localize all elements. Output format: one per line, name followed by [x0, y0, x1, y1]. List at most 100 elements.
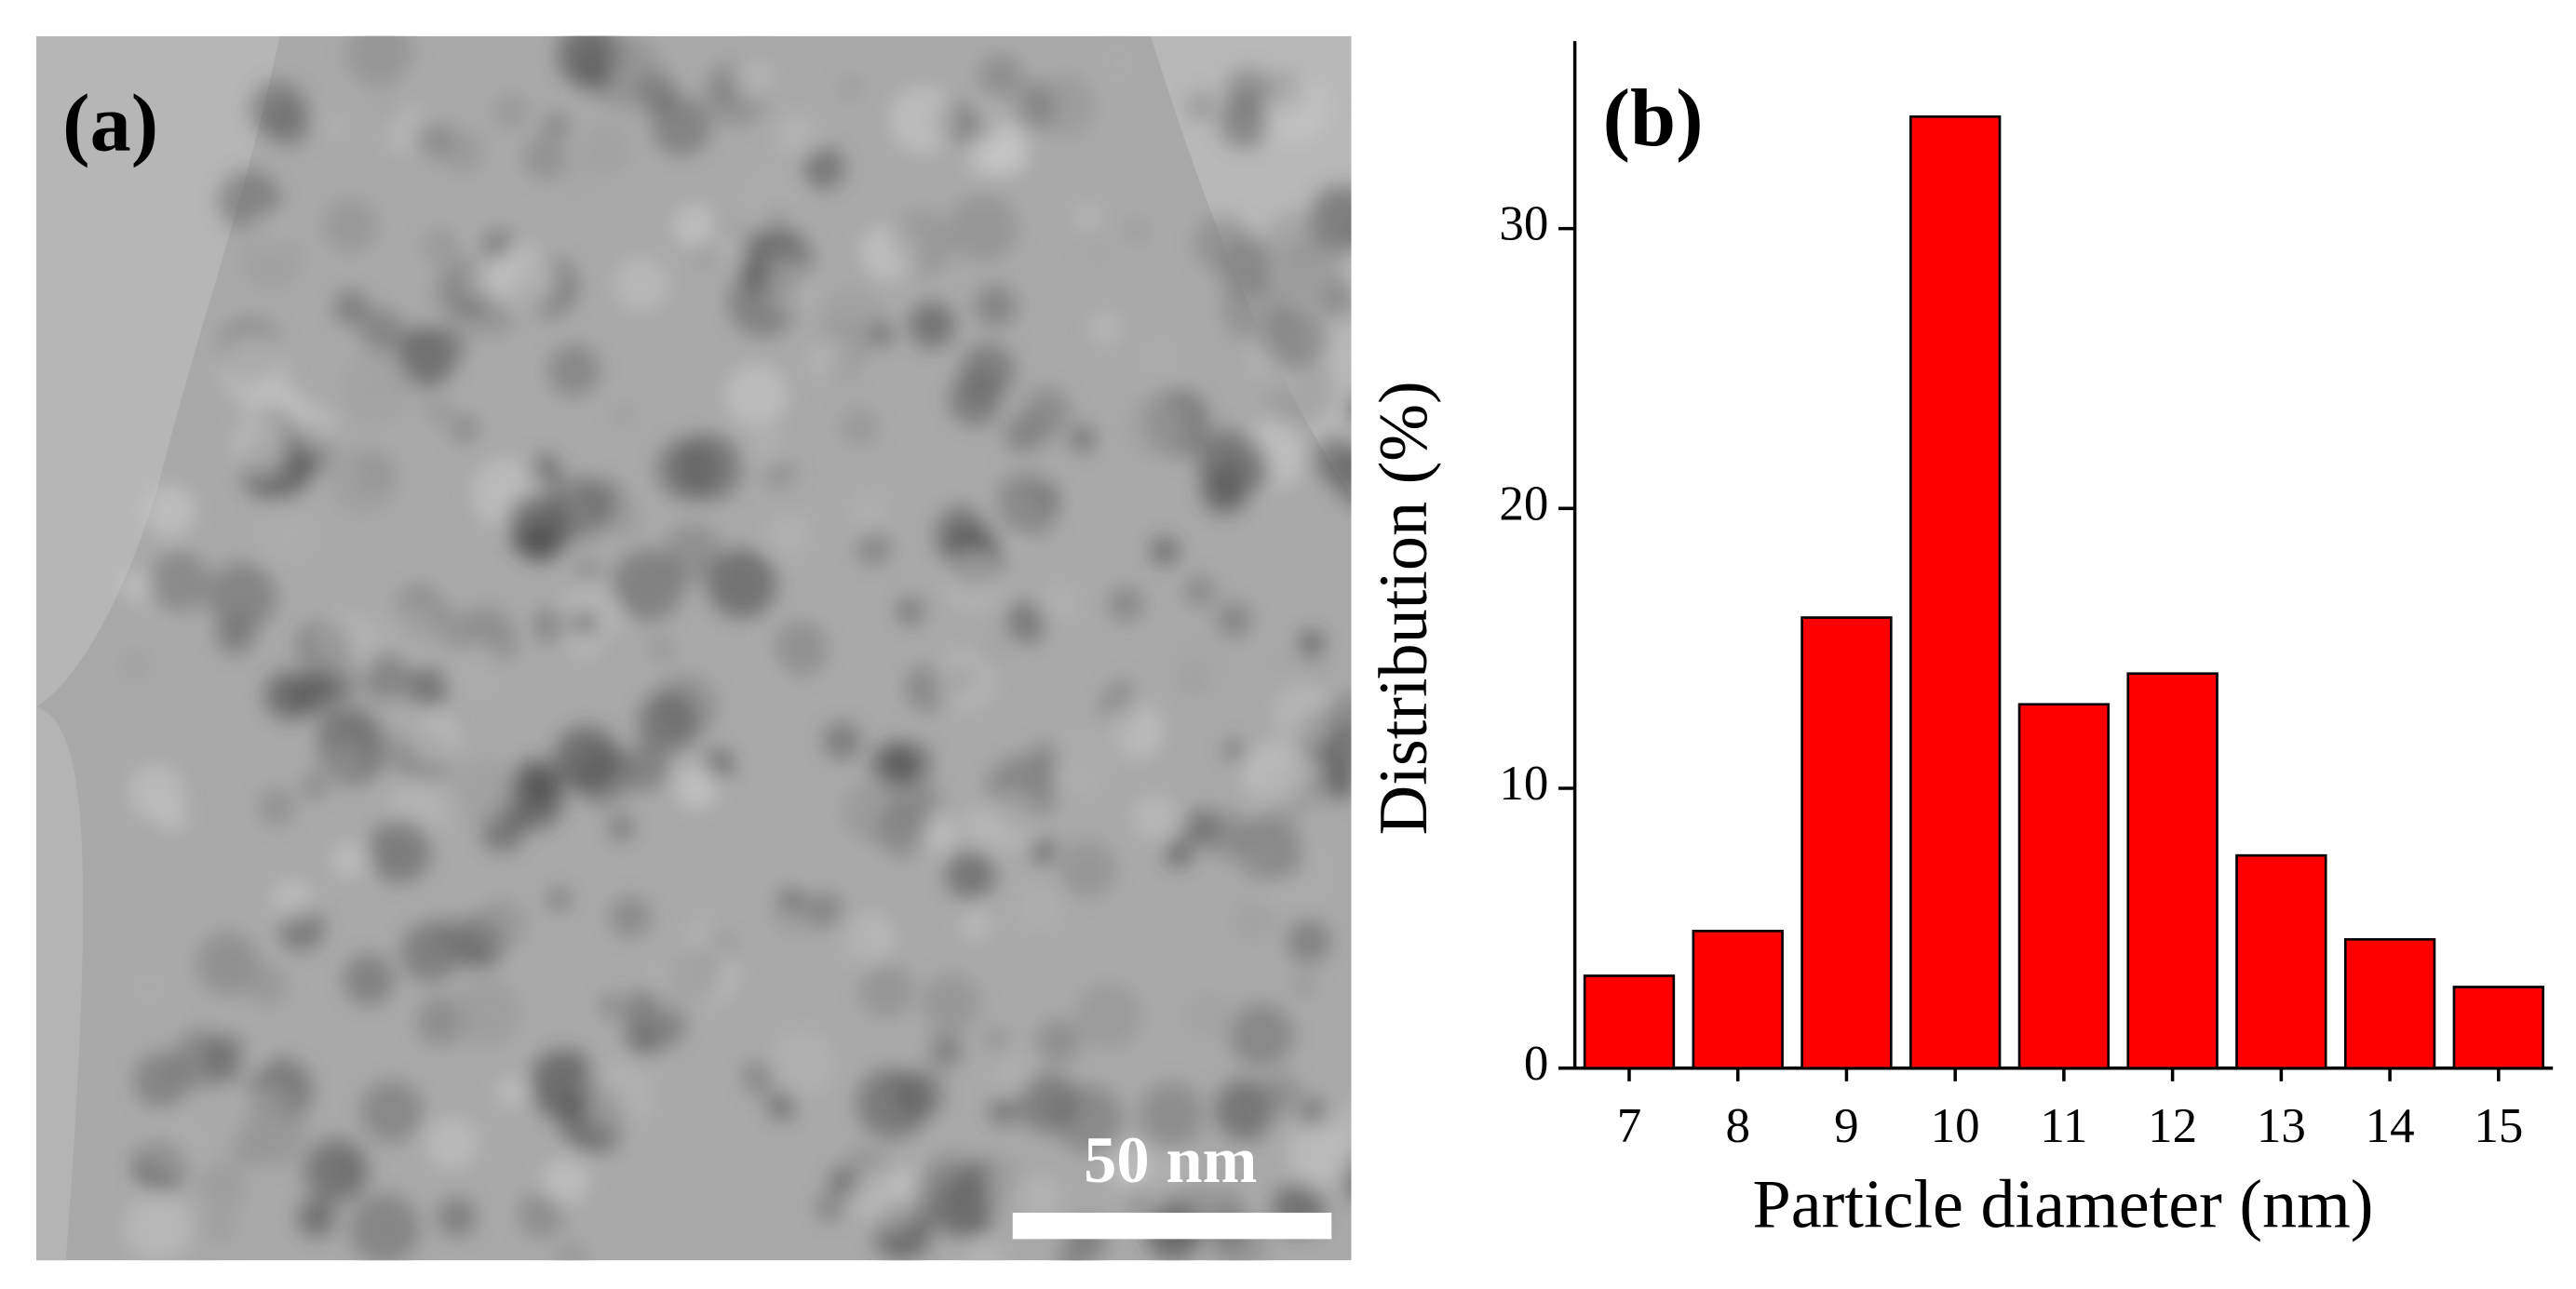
particle [743, 168, 800, 224]
particle [124, 1192, 193, 1261]
particle [1110, 678, 1135, 704]
particle [581, 122, 635, 176]
x-axis-label: Particle diameter (nm) [1753, 1166, 2374, 1242]
x-tick-label: 9 [1834, 1099, 1858, 1153]
particle [333, 289, 370, 326]
particle [1235, 815, 1302, 883]
particle [1065, 725, 1128, 787]
particle [773, 622, 828, 677]
particle [1164, 838, 1194, 867]
particle [922, 973, 980, 1033]
particle [675, 765, 719, 809]
bar [1692, 930, 1784, 1070]
particle [1273, 681, 1341, 748]
particle [1287, 920, 1331, 963]
particle [219, 334, 289, 404]
particle [407, 666, 449, 708]
particle [343, 954, 395, 1005]
particle [1038, 583, 1080, 625]
particle [1029, 838, 1056, 865]
particle [661, 947, 721, 1007]
particle [829, 1169, 855, 1194]
particle [940, 550, 1004, 612]
particle [951, 667, 974, 691]
particle [330, 840, 368, 879]
particle [585, 1058, 657, 1131]
x-tick-label: 15 [2474, 1099, 2523, 1153]
particle [143, 1114, 207, 1177]
particle [871, 742, 917, 788]
panel-label: (b) [1603, 73, 1704, 164]
bar [2235, 853, 2327, 1070]
particle [762, 456, 796, 490]
particle [233, 419, 287, 474]
particle [303, 1138, 369, 1204]
particle [960, 804, 1003, 848]
particle [1106, 1145, 1156, 1194]
particle [345, 35, 413, 87]
particle [935, 506, 991, 563]
particle [553, 726, 621, 794]
particle [547, 938, 569, 960]
particle [450, 414, 479, 443]
particle [765, 261, 815, 311]
x-tick-label: 14 [2366, 1099, 2415, 1153]
particle [1216, 602, 1252, 638]
particle [1108, 586, 1144, 622]
particle [121, 571, 153, 602]
particle [856, 1168, 919, 1229]
particle [505, 771, 564, 830]
particle [986, 1029, 1007, 1051]
particle [1182, 809, 1221, 846]
particle [1126, 220, 1148, 242]
particle [349, 1193, 421, 1261]
particle [408, 713, 461, 766]
particle [610, 816, 633, 839]
particle [802, 146, 845, 190]
bar [2126, 672, 2219, 1070]
particle [713, 235, 741, 262]
particle [452, 977, 521, 1047]
particle [637, 691, 699, 754]
particle [1281, 241, 1346, 306]
particle [297, 1198, 336, 1238]
particle [909, 302, 955, 349]
particle [1214, 1079, 1276, 1141]
particle [1082, 235, 1114, 268]
particle [328, 445, 399, 517]
particle [255, 503, 319, 568]
bar [1908, 115, 2002, 1070]
particle [1012, 881, 1066, 934]
particle [914, 591, 939, 615]
bar [1583, 974, 1676, 1070]
particle [1313, 436, 1352, 484]
particle [1031, 74, 1096, 139]
particle [856, 1067, 929, 1140]
y-tick-label: 0 [1524, 1037, 1548, 1091]
particle [650, 638, 673, 660]
particle [859, 963, 913, 1018]
particle [431, 573, 468, 610]
particle [543, 113, 570, 140]
particle [600, 994, 624, 1018]
particle [612, 549, 684, 622]
particle [774, 113, 819, 157]
particle [840, 77, 862, 99]
particle [148, 552, 210, 615]
particle [1069, 425, 1097, 453]
particle [913, 1158, 986, 1231]
particle [1272, 76, 1330, 136]
particle [823, 721, 861, 760]
particle [1056, 1249, 1085, 1261]
y-tick-label: 10 [1499, 757, 1548, 811]
particle [674, 434, 743, 502]
particle [767, 1090, 797, 1121]
particle [317, 702, 375, 760]
particle [707, 548, 777, 619]
particles [120, 35, 1352, 1261]
particle [302, 773, 327, 799]
particle [895, 1022, 935, 1063]
particle [1299, 1099, 1327, 1127]
particle [989, 1097, 1018, 1125]
